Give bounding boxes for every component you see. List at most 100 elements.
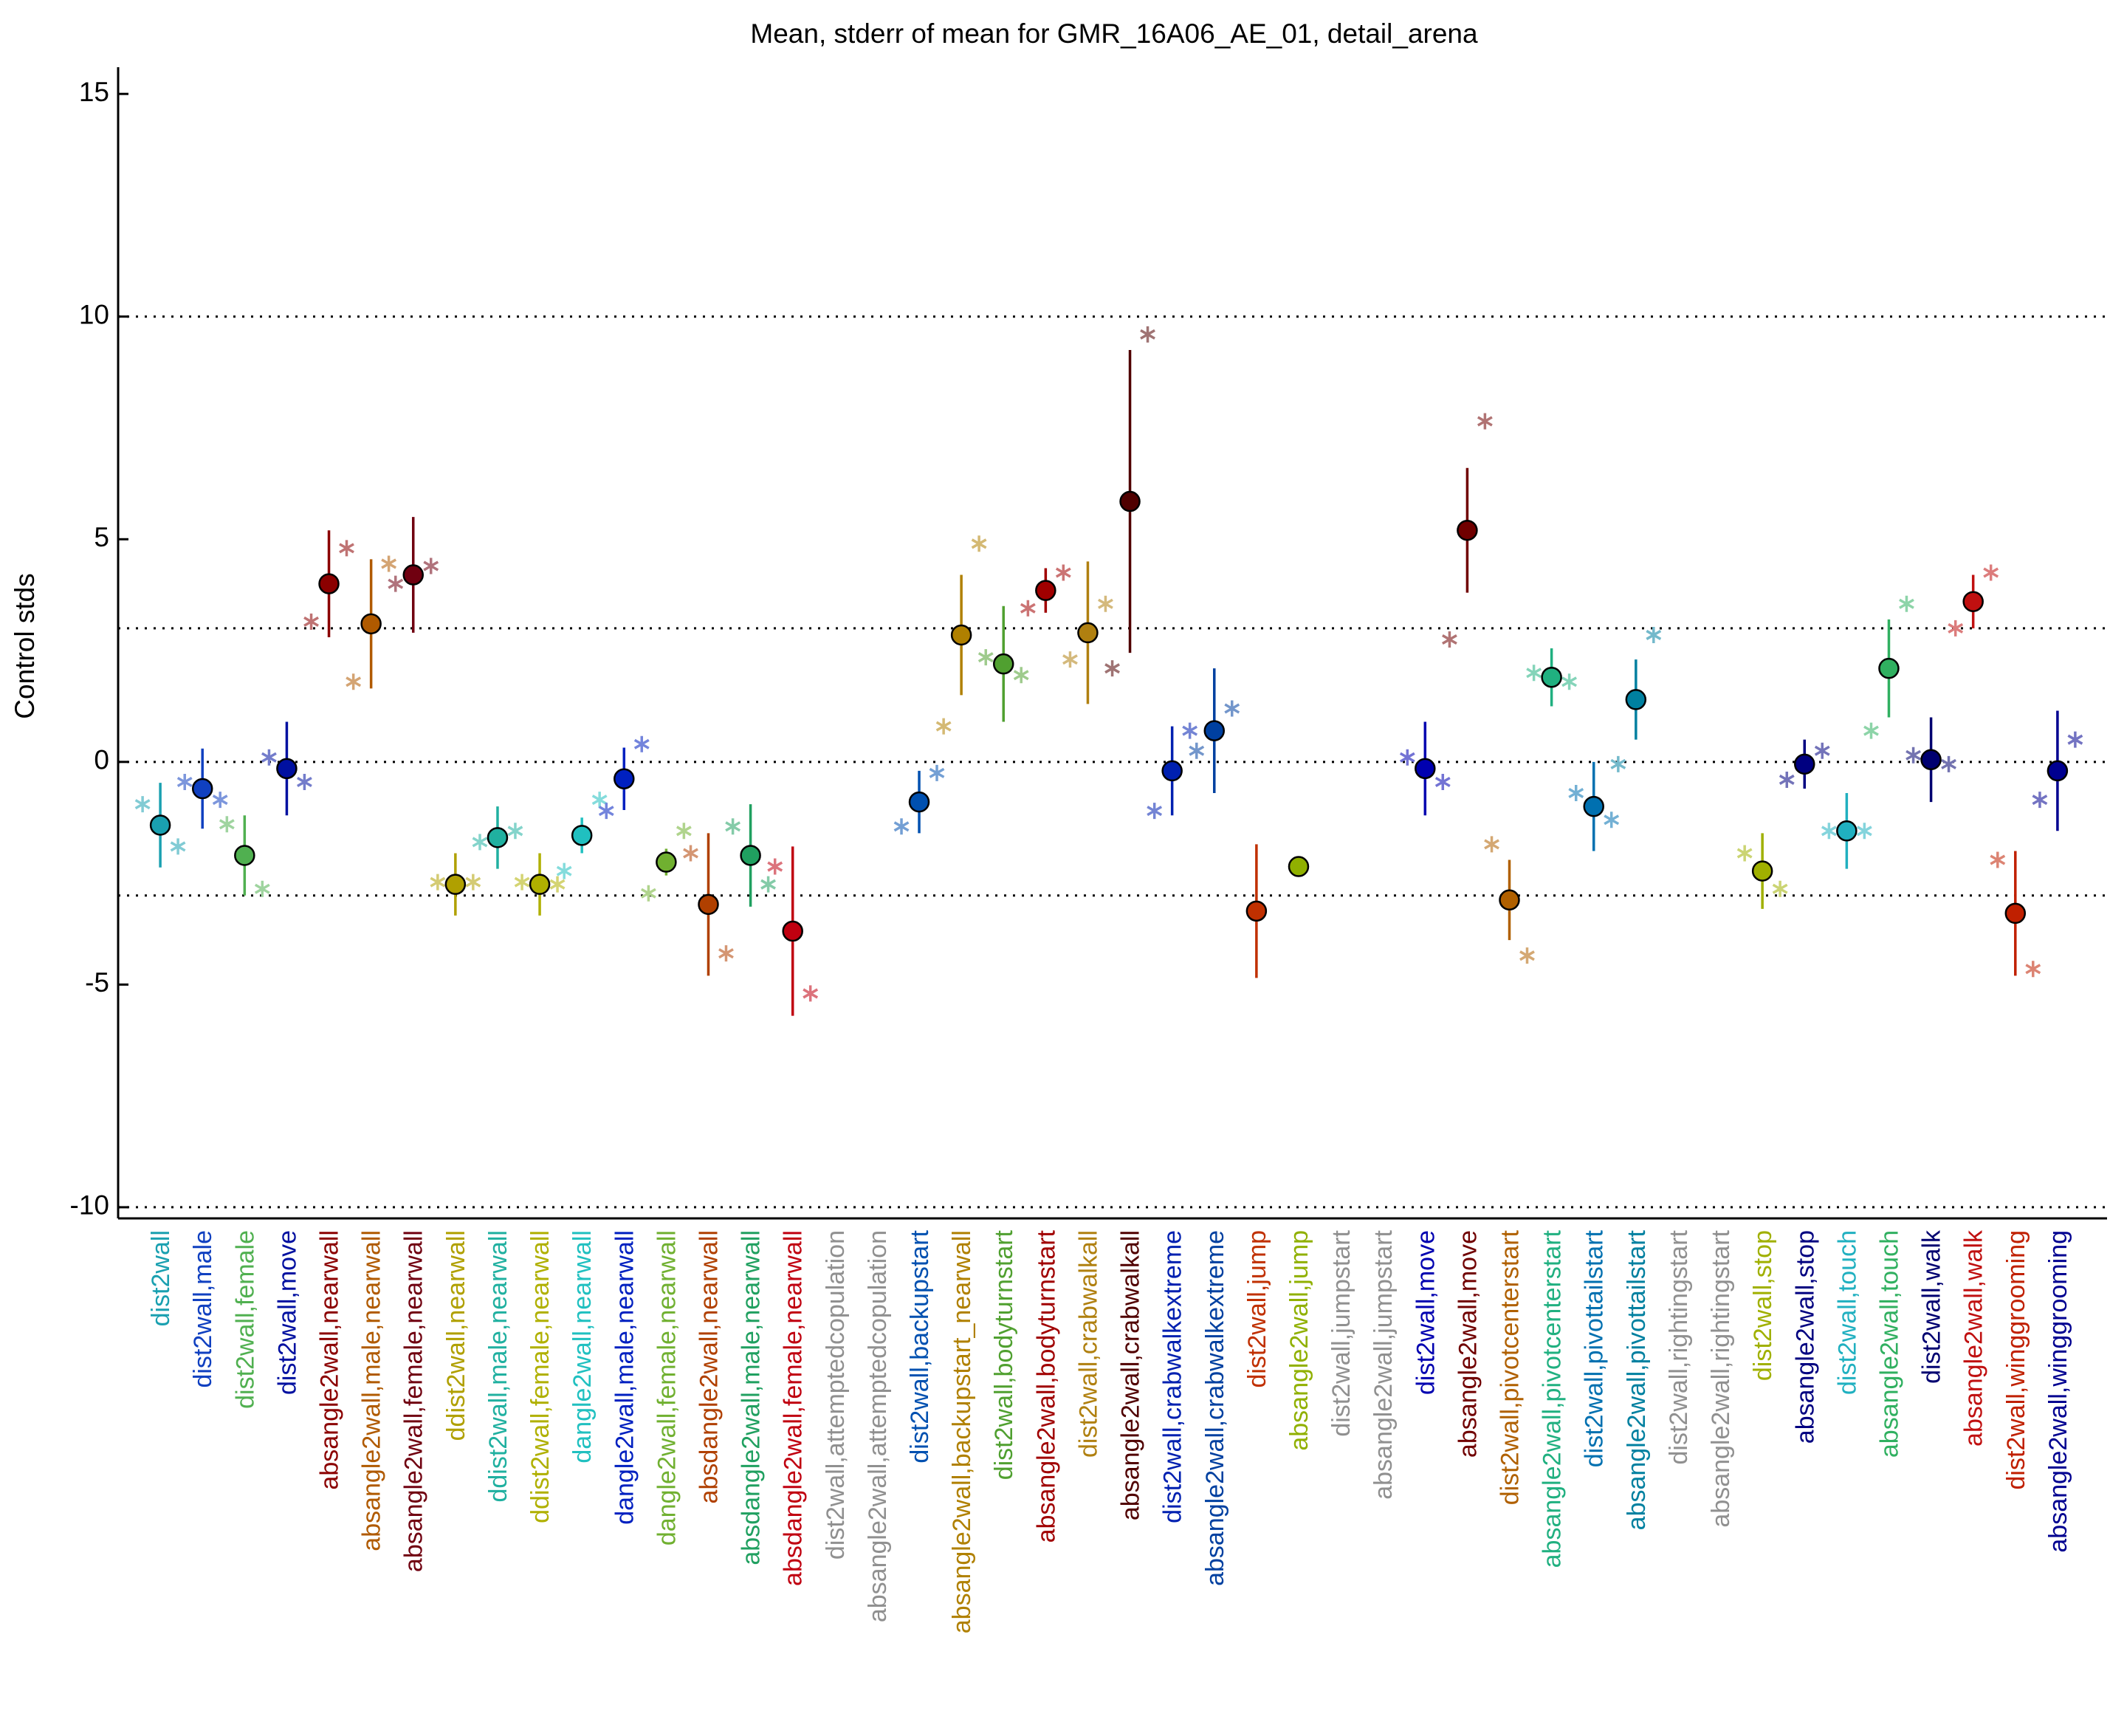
x-tick-label: absangle2wall,stop bbox=[1791, 1230, 1819, 1444]
x-tick-label: absangle2wall,jumpstart bbox=[1370, 1229, 1398, 1499]
mean-marker bbox=[360, 613, 382, 635]
asterisk bbox=[1779, 771, 1795, 788]
asterisk bbox=[423, 557, 439, 574]
x-tick-label: dist2wall,crabwalkall bbox=[1074, 1230, 1102, 1458]
x-tick-label: absangle2wall,jump bbox=[1285, 1230, 1313, 1451]
asterisk bbox=[1020, 600, 1036, 617]
asterisk bbox=[472, 834, 488, 851]
x-tick-label: dist2wall,walk bbox=[1918, 1229, 1946, 1384]
asterisk bbox=[893, 818, 910, 835]
mean-marker bbox=[1415, 758, 1436, 780]
x-tick-label: dist2wall,move bbox=[1412, 1230, 1440, 1395]
x-tick-label: absangle2wall,backupstart_nearwall bbox=[948, 1230, 976, 1633]
y-tick-label: -5 bbox=[85, 967, 109, 998]
x-tick-label: dist2wall,male bbox=[189, 1230, 217, 1388]
x-tick-label: absangle2wall,bodyturnstart bbox=[1032, 1229, 1060, 1543]
mean-marker bbox=[950, 624, 972, 646]
y-tick-label: 0 bbox=[94, 745, 109, 775]
asterisk bbox=[1442, 631, 1457, 648]
mean-marker bbox=[2004, 902, 2027, 924]
mean-marker bbox=[149, 814, 171, 836]
mean-marker bbox=[1077, 622, 1099, 644]
asterisk bbox=[1905, 747, 1921, 764]
asterisk bbox=[977, 649, 994, 666]
asterisk bbox=[219, 816, 235, 833]
x-tick-label: absangle2wall,winggrooming bbox=[2044, 1230, 2072, 1553]
mean-marker bbox=[614, 768, 635, 789]
asterisk bbox=[1477, 413, 1493, 430]
y-tick-label: 5 bbox=[94, 522, 109, 552]
asterisk bbox=[346, 673, 362, 690]
asterisk bbox=[718, 945, 734, 962]
mean-marker bbox=[1920, 749, 1942, 771]
mean-marker bbox=[782, 920, 803, 942]
asterisk bbox=[591, 792, 608, 809]
x-tick-label: dist2wall,attemptedcopulation bbox=[822, 1230, 850, 1560]
asterisk bbox=[176, 773, 193, 790]
asterisk bbox=[1568, 785, 1584, 802]
asterisk bbox=[1182, 722, 1198, 739]
mean-marker bbox=[1962, 591, 1984, 612]
x-tick-label: absangle2wall,crabwalkall bbox=[1117, 1230, 1145, 1520]
asterisk bbox=[1941, 755, 1956, 772]
asterisk bbox=[1646, 626, 1662, 643]
asterisk bbox=[381, 555, 397, 572]
x-tick-label: absangle2wall,female,nearwall bbox=[400, 1230, 428, 1572]
asterisk bbox=[1434, 773, 1451, 790]
x-tick-label: absdangle2wall,male,nearwall bbox=[738, 1230, 766, 1565]
asterisk bbox=[2067, 731, 2083, 748]
x-tick-label: dangle2wall,male,nearwall bbox=[611, 1230, 639, 1525]
asterisk bbox=[633, 735, 650, 752]
y-axis-label: Control stds bbox=[10, 573, 40, 718]
asterisk bbox=[676, 823, 692, 840]
asterisk bbox=[465, 874, 481, 891]
asterisk bbox=[1948, 620, 1964, 637]
asterisk bbox=[1224, 700, 1240, 717]
asterisk bbox=[683, 845, 698, 862]
asterisk bbox=[1189, 742, 1205, 759]
x-tick-label: dist2wall,winggrooming bbox=[2002, 1230, 2030, 1490]
asterisk bbox=[1098, 595, 1113, 612]
x-tick-label: dist2wall,jump bbox=[1243, 1230, 1271, 1388]
mean-marker bbox=[444, 874, 467, 895]
x-tick-label: dist2wall,rightingstart bbox=[1665, 1229, 1693, 1464]
mean-marker bbox=[1836, 820, 1858, 842]
asterisk bbox=[803, 985, 819, 1002]
asterisk bbox=[760, 876, 776, 893]
x-tick-label: dangle2wall,female,nearwall bbox=[653, 1230, 681, 1545]
y-tick-label: 15 bbox=[79, 77, 109, 107]
asterisk bbox=[1013, 667, 1029, 684]
x-tick-label: dist2wall bbox=[147, 1230, 175, 1326]
asterisk bbox=[507, 823, 523, 840]
x-tick-label: dist2wall,backupstart bbox=[906, 1229, 934, 1463]
asterisk bbox=[767, 858, 783, 875]
mean-marker bbox=[318, 573, 340, 594]
mean-marker bbox=[487, 827, 509, 848]
asterisk bbox=[725, 818, 741, 835]
asterisk bbox=[134, 796, 151, 813]
x-tick-label: dist2wall,pivottailstart bbox=[1581, 1229, 1609, 1467]
x-tick-label: absangle2wall,walk bbox=[1960, 1229, 1988, 1447]
asterisk bbox=[2032, 792, 2048, 809]
asterisk bbox=[640, 885, 656, 902]
mean-marker bbox=[1499, 889, 1520, 911]
x-tick-label: ddist2wall,male,nearwall bbox=[484, 1230, 512, 1503]
mean-marker bbox=[571, 825, 593, 846]
mean-marker bbox=[2047, 760, 2069, 782]
x-tick-label: absangle2wall,touch bbox=[1875, 1230, 1903, 1458]
x-tick-label: absangle2wall,pivotcenterstart bbox=[1539, 1229, 1567, 1568]
asterisk bbox=[1140, 326, 1155, 343]
asterisk bbox=[254, 880, 270, 897]
mean-marker bbox=[908, 791, 930, 813]
x-tick-label: absangle2wall,rightingstart bbox=[1707, 1229, 1735, 1527]
mean-marker bbox=[1119, 490, 1141, 512]
asterisk bbox=[170, 838, 186, 855]
mean-marker bbox=[191, 778, 213, 800]
chart-title: Mean, stderr of mean for GMR_16A06_AE_01… bbox=[750, 18, 1478, 49]
asterisk bbox=[2025, 961, 2041, 978]
asterisk bbox=[1399, 749, 1415, 766]
mean-marker bbox=[1203, 720, 1226, 741]
mean-marker bbox=[1794, 753, 1815, 775]
asterisk bbox=[556, 862, 572, 879]
x-tick-label: dist2wall,bodyturnstart bbox=[990, 1229, 1018, 1480]
